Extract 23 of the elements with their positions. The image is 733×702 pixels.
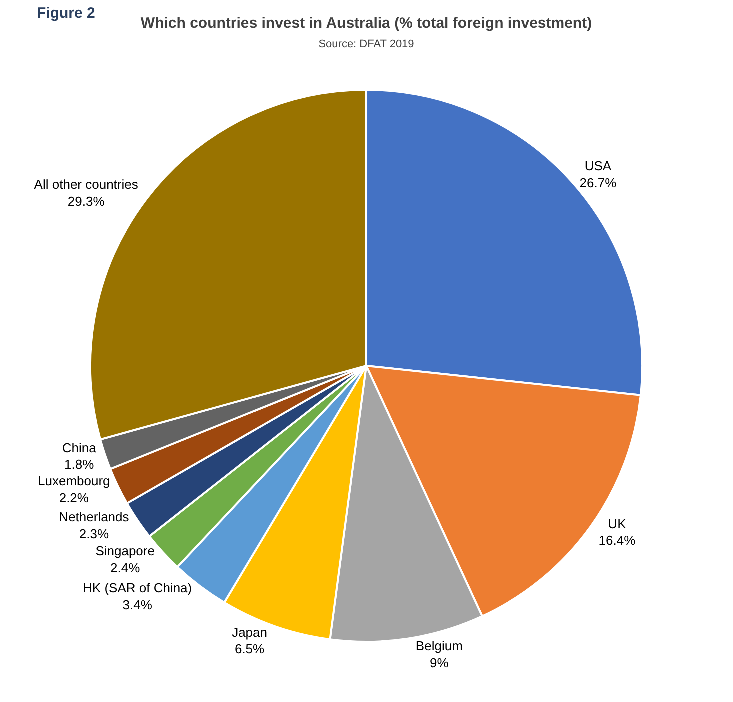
data-label: 1.8% (64, 457, 95, 472)
slice-label: Netherlands (59, 509, 130, 524)
slice-label: Luxembourg (38, 474, 110, 489)
slice-label: USA (584, 158, 612, 174)
slice-label: Japan (232, 624, 268, 640)
data-label: 2.3% (79, 526, 110, 542)
data-label: 29.3% (68, 194, 106, 210)
slice-label: Singapore (96, 544, 155, 559)
slice-label: All other countries (34, 177, 139, 192)
slice-label: HK (SAR of China) (83, 580, 192, 596)
slice-label: UK (608, 516, 627, 532)
data-label: 26.7% (580, 175, 618, 190)
data-label: 6.5% (234, 642, 266, 657)
data-label: 16.4% (598, 533, 636, 548)
chart-title: Which countries invest in Australia (% total foreign investment) (140, 15, 592, 32)
slice-label: China (62, 440, 98, 456)
data-label: 2.2% (59, 490, 90, 506)
data-label: 2.4% (110, 560, 141, 576)
data-label: 3.4% (122, 597, 153, 612)
data-label: 9% (430, 655, 450, 670)
slice-label: Belgium (416, 638, 463, 654)
caption: Figure 2 (37, 5, 96, 22)
chart-subtitle: Source: DFAT 2019 (318, 38, 414, 51)
